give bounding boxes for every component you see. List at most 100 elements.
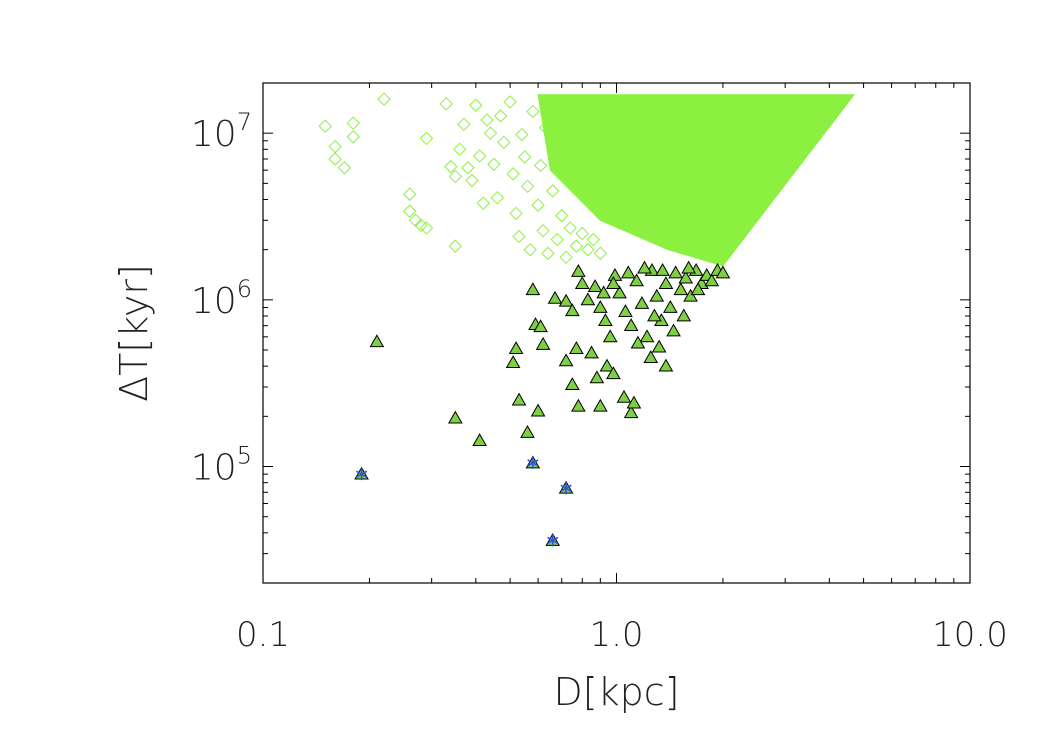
diamond-point <box>469 98 483 112</box>
diamond-point <box>402 187 417 201</box>
triangle-point <box>662 299 678 313</box>
star-point <box>560 482 572 495</box>
triangle-point <box>520 424 535 438</box>
diamond-point <box>402 204 417 218</box>
triangle-point <box>658 358 674 372</box>
triangle-point <box>704 273 720 287</box>
triangle-point <box>558 293 574 307</box>
x-tick-label: 1.0 <box>589 615 643 655</box>
diamond-point <box>377 92 391 106</box>
triangle-point <box>511 392 527 406</box>
triangle-point <box>369 334 385 348</box>
diamond-point <box>480 113 494 127</box>
triangle-point <box>623 318 639 332</box>
triangle-point <box>643 350 659 364</box>
diamond-point <box>536 223 550 238</box>
triangle-point <box>618 304 633 317</box>
diamond-point <box>444 159 458 174</box>
triangle-point <box>580 292 596 306</box>
diamond-point <box>523 242 537 257</box>
diamond-point <box>328 152 342 166</box>
triangle-point <box>525 282 541 296</box>
triangle-point <box>647 308 662 322</box>
diamond-point <box>506 167 520 181</box>
diamond-point <box>520 179 535 194</box>
triangle-point <box>584 345 599 359</box>
diamond-point <box>515 127 529 142</box>
diamond-point <box>476 196 491 210</box>
diamond-point <box>575 226 589 241</box>
diamond-point <box>531 198 545 212</box>
triangle-point <box>673 282 689 296</box>
triangle-point <box>569 341 584 354</box>
diamond-point <box>452 142 467 157</box>
triangle-point <box>589 370 605 384</box>
triangle-point <box>676 308 692 322</box>
triangle-point <box>592 299 608 313</box>
triangle-point <box>505 355 521 369</box>
triangle-point <box>597 313 613 327</box>
diamond-point <box>419 221 434 235</box>
dense-region-polygon <box>537 94 856 267</box>
diamond-point <box>483 126 498 140</box>
diamond-point <box>509 206 523 221</box>
triangle-series <box>369 260 731 446</box>
triangle-point <box>612 285 627 299</box>
triangle-point <box>690 282 706 296</box>
triangle-point <box>678 270 694 284</box>
triangle-point <box>606 366 621 380</box>
triangle-point <box>574 276 590 290</box>
triangle-point <box>681 260 697 274</box>
x-tick-label: 10.0 <box>932 615 1008 655</box>
triangle-point <box>651 339 667 353</box>
diamond-point <box>448 169 463 184</box>
star-stroke <box>355 470 368 478</box>
triangle-point <box>606 276 621 290</box>
triangle-point <box>607 267 623 281</box>
diamond-point <box>346 116 360 130</box>
triangle-point <box>623 405 639 419</box>
diamond-point <box>346 130 360 144</box>
triangle-point <box>447 410 463 424</box>
diamond-point <box>569 239 584 253</box>
triangle-point <box>683 288 698 302</box>
diamond-point <box>461 161 475 175</box>
triangle-point <box>564 303 580 317</box>
triangle-point <box>508 341 524 354</box>
diamond-point <box>526 104 540 119</box>
triangle-point <box>666 323 681 337</box>
diamond-point <box>328 139 342 154</box>
triangle-point <box>558 353 574 367</box>
triangle-point <box>564 377 580 390</box>
triangle-point <box>592 398 608 412</box>
star-stroke <box>560 484 572 492</box>
diamond-point <box>546 184 560 198</box>
triangle-point <box>596 285 612 299</box>
diamond-point <box>503 95 517 109</box>
triangle-point <box>668 265 684 279</box>
diamond-series <box>318 92 608 265</box>
diamond-point <box>465 173 479 188</box>
diamond-point <box>318 119 332 133</box>
star-point <box>527 456 539 469</box>
diamond-point <box>487 157 501 172</box>
x-axis-title: D[kpc] <box>554 670 680 714</box>
diamond-point <box>419 131 434 146</box>
triangle-point <box>570 263 586 277</box>
axis-ticks <box>262 82 970 584</box>
diamond-point <box>448 239 463 253</box>
star-series <box>354 455 574 547</box>
diamond-point <box>559 250 573 265</box>
diamond-point <box>586 232 601 247</box>
triangle-point <box>634 296 650 309</box>
triangle-point <box>629 273 644 287</box>
diamond-point <box>538 120 553 135</box>
x-tick-label: 0.1 <box>236 615 290 655</box>
diamond-point <box>555 208 569 223</box>
triangle-point <box>655 262 670 276</box>
triangle-point <box>472 433 487 446</box>
triangle-point <box>547 290 563 304</box>
triangle-point <box>570 398 586 412</box>
star-point <box>355 468 368 481</box>
